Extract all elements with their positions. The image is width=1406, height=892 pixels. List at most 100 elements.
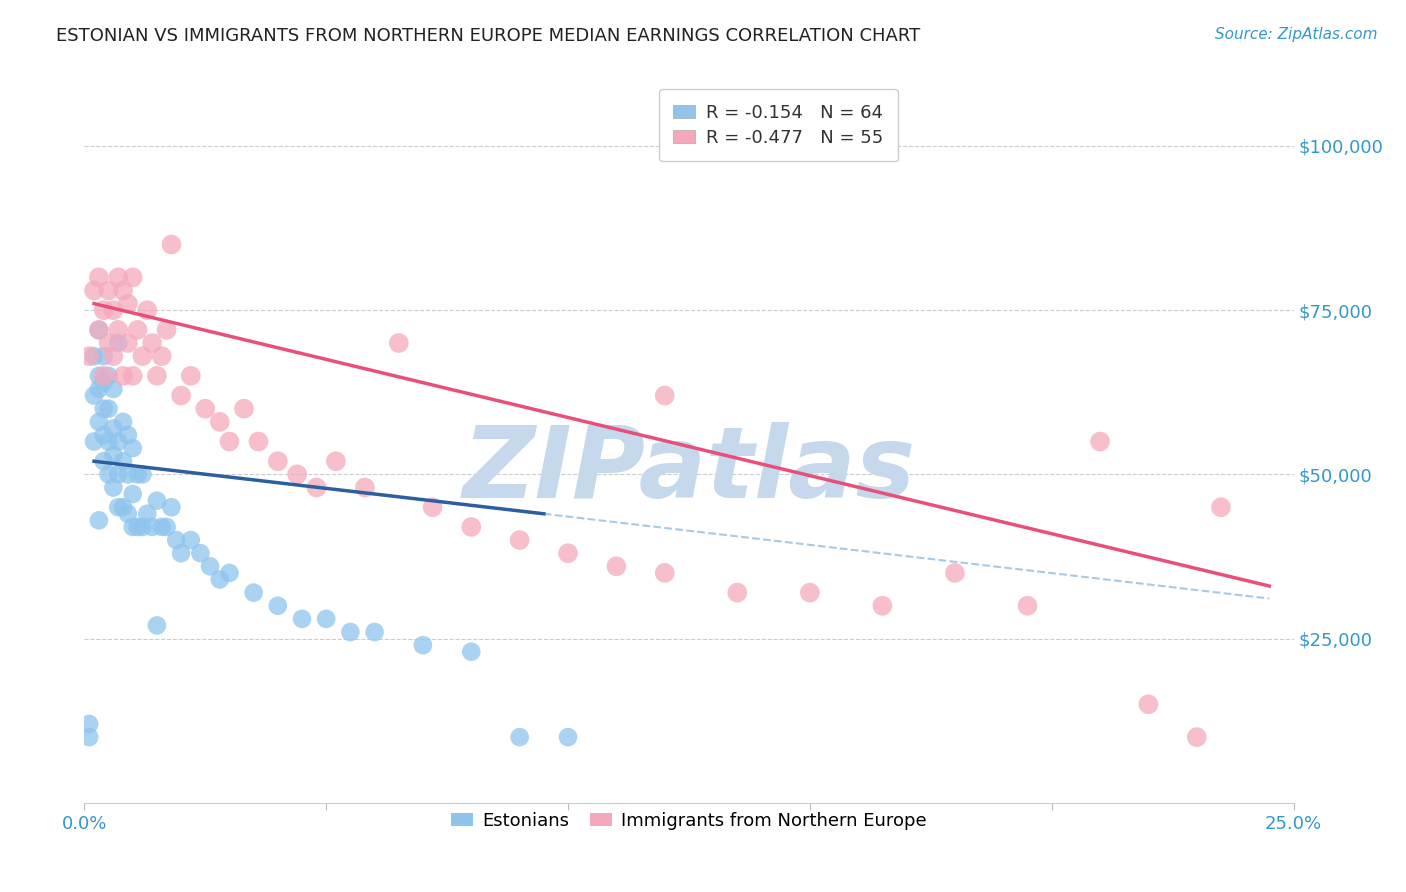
Point — [103, 421, 125, 435]
Point — [242, 585, 264, 599]
Point — [83, 349, 105, 363]
Point — [77, 349, 100, 363]
Point — [112, 500, 135, 515]
Point — [107, 467, 129, 482]
Point — [605, 559, 627, 574]
Point — [117, 336, 139, 351]
Point — [799, 585, 821, 599]
Point — [93, 454, 115, 468]
Point — [208, 415, 231, 429]
Point — [208, 573, 231, 587]
Point — [117, 507, 139, 521]
Point — [1209, 500, 1232, 515]
Point — [97, 336, 120, 351]
Text: ESTONIAN VS IMMIGRANTS FROM NORTHERN EUROPE MEDIAN EARNINGS CORRELATION CHART: ESTONIAN VS IMMIGRANTS FROM NORTHERN EUR… — [56, 27, 921, 45]
Point — [1017, 599, 1039, 613]
Point — [121, 270, 143, 285]
Point — [93, 303, 115, 318]
Point — [1137, 698, 1160, 712]
Point — [155, 323, 177, 337]
Point — [654, 566, 676, 580]
Point — [155, 520, 177, 534]
Point — [77, 730, 100, 744]
Point — [83, 284, 105, 298]
Point — [93, 368, 115, 383]
Point — [315, 612, 337, 626]
Point — [87, 368, 110, 383]
Point — [267, 454, 290, 468]
Point — [218, 566, 240, 580]
Point — [107, 323, 129, 337]
Point — [107, 434, 129, 449]
Point — [1185, 730, 1208, 744]
Point — [103, 481, 125, 495]
Point — [103, 382, 125, 396]
Point — [285, 467, 308, 482]
Point — [170, 546, 193, 560]
Point — [117, 296, 139, 310]
Point — [557, 546, 579, 560]
Point — [339, 625, 361, 640]
Point — [422, 500, 444, 515]
Point — [121, 441, 143, 455]
Point — [190, 546, 212, 560]
Point — [509, 730, 531, 744]
Point — [305, 481, 328, 495]
Point — [218, 434, 240, 449]
Point — [943, 566, 966, 580]
Point — [103, 349, 125, 363]
Point — [112, 415, 135, 429]
Point — [180, 533, 202, 547]
Point — [872, 599, 894, 613]
Point — [131, 520, 153, 534]
Point — [121, 520, 143, 534]
Point — [131, 349, 153, 363]
Point — [325, 454, 347, 468]
Point — [97, 401, 120, 416]
Point — [150, 349, 173, 363]
Point — [112, 284, 135, 298]
Point — [127, 323, 149, 337]
Point — [247, 434, 270, 449]
Point — [97, 284, 120, 298]
Point — [388, 336, 411, 351]
Point — [198, 559, 221, 574]
Legend: Estonians, Immigrants from Northern Europe: Estonians, Immigrants from Northern Euro… — [444, 805, 934, 837]
Point — [136, 507, 159, 521]
Point — [141, 520, 163, 534]
Point — [170, 388, 193, 402]
Point — [87, 513, 110, 527]
Point — [83, 434, 105, 449]
Point — [291, 612, 314, 626]
Point — [150, 520, 173, 534]
Point — [107, 270, 129, 285]
Point — [146, 493, 169, 508]
Point — [160, 500, 183, 515]
Point — [127, 520, 149, 534]
Point — [93, 349, 115, 363]
Point — [194, 401, 217, 416]
Point — [112, 454, 135, 468]
Point — [725, 585, 748, 599]
Point — [136, 303, 159, 318]
Point — [117, 428, 139, 442]
Point — [97, 368, 120, 383]
Point — [107, 336, 129, 351]
Point — [1088, 434, 1111, 449]
Point — [93, 376, 115, 390]
Point — [363, 625, 385, 640]
Point — [77, 717, 100, 731]
Point — [87, 323, 110, 337]
Point — [87, 323, 110, 337]
Point — [103, 303, 125, 318]
Point — [180, 368, 202, 383]
Point — [509, 533, 531, 547]
Point — [93, 428, 115, 442]
Point — [83, 388, 105, 402]
Point — [121, 368, 143, 383]
Text: ZIPatlas: ZIPatlas — [463, 422, 915, 519]
Point — [233, 401, 256, 416]
Text: Source: ZipAtlas.com: Source: ZipAtlas.com — [1215, 27, 1378, 42]
Point — [146, 368, 169, 383]
Point — [131, 467, 153, 482]
